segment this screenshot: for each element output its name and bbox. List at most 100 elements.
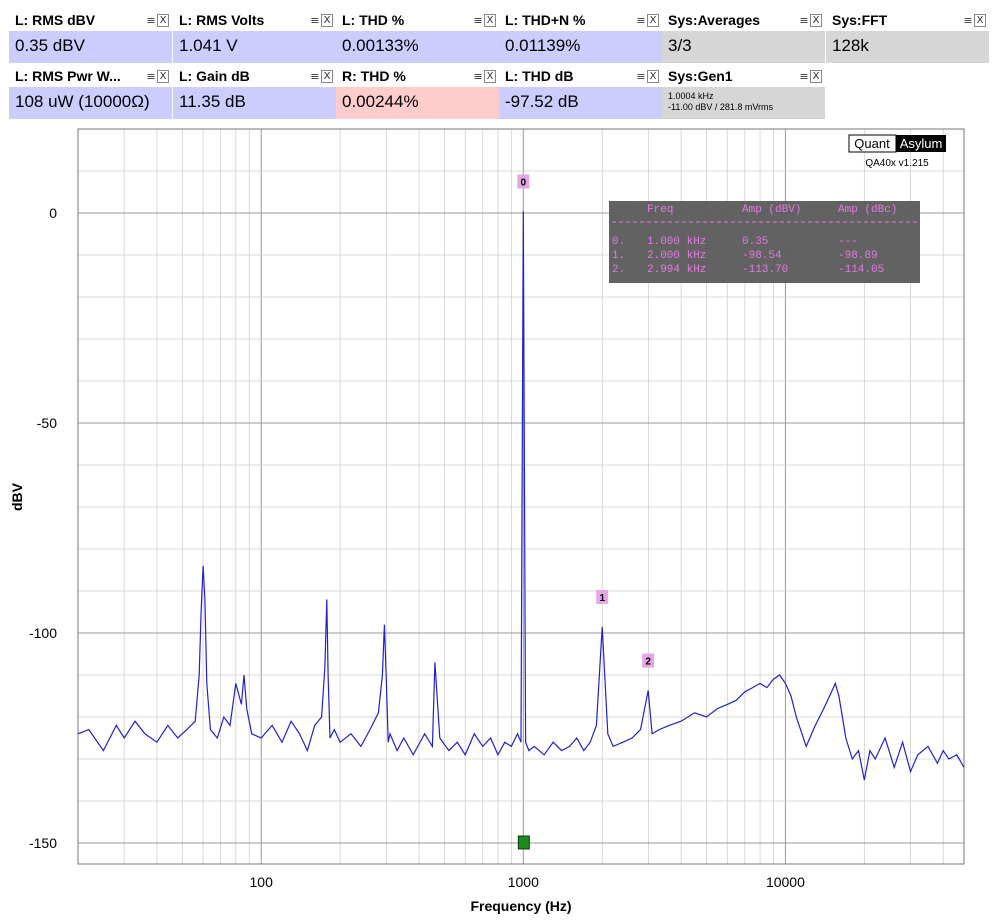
tile-title: L: RMS Volts xyxy=(179,12,265,28)
tile-l-rms-pwr: L: RMS Pwr W... ≡ X 108 uW (10000Ω) xyxy=(9,65,172,119)
tile-value: 0.01139% xyxy=(499,31,662,63)
table-cell: 2. xyxy=(612,264,625,276)
harmonic-marker-box xyxy=(596,589,609,604)
x-tick-label: 100 xyxy=(250,874,274,890)
tile-value: 1.041 V xyxy=(173,31,336,63)
fft-trace xyxy=(77,211,965,781)
tile-header: L: Gain dB ≡ X xyxy=(173,65,336,87)
tile-l-thd-db: L: THD dB ≡ X -97.52 dB xyxy=(499,65,662,119)
close-icon[interactable]: X xyxy=(157,70,169,83)
close-icon[interactable]: X xyxy=(321,70,333,83)
logo-right-box xyxy=(896,135,946,152)
tile-header: L: THD dB ≡ X xyxy=(499,65,662,87)
x-tick-label: 1000 xyxy=(508,874,539,890)
tile-l-rms-volts: L: RMS Volts ≡ X 1.041 V xyxy=(173,9,336,63)
tile-header: L: RMS Volts ≡ X xyxy=(173,9,336,31)
tile-sys-fft: Sys:FFT ≡ X 128k xyxy=(826,9,989,63)
table-cell: 1.000 kHz xyxy=(647,236,706,248)
close-icon[interactable]: X xyxy=(157,14,169,27)
tile-l-thdn-pct: L: THD+N % ≡ X 0.01139% xyxy=(499,9,662,63)
tile-header: L: RMS Pwr W... ≡ X xyxy=(9,65,172,87)
tile-title: L: THD+N % xyxy=(505,12,586,28)
table-cell: -113.70 xyxy=(742,264,788,276)
harmonic-table-bg xyxy=(609,201,920,283)
gen-level: -11.00 dBV / 281.8 mVrms xyxy=(668,102,774,112)
harmonic-marker-label: 1 xyxy=(599,593,605,604)
menu-icon[interactable]: ≡ xyxy=(963,14,973,27)
table-cell: --- xyxy=(838,236,858,248)
tile-value: 0.00133% xyxy=(336,31,499,63)
tile-value: 128k xyxy=(826,31,989,63)
tile-header: Sys:Averages ≡ X xyxy=(662,9,825,31)
tile-value: -97.52 dB xyxy=(499,87,662,119)
y-tick-label: -150 xyxy=(29,835,57,851)
tile-header: R: THD % ≡ X xyxy=(336,65,499,87)
frequency-cursor-marker[interactable] xyxy=(517,835,530,850)
harmonic-markers: 0 1 2 xyxy=(517,174,655,850)
table-header: Amp (dBc) xyxy=(838,204,897,216)
menu-icon[interactable]: ≡ xyxy=(310,14,320,27)
menu-icon[interactable]: ≡ xyxy=(636,70,646,83)
y-tick-label: -100 xyxy=(29,625,57,641)
menu-icon[interactable]: ≡ xyxy=(473,14,483,27)
tile-value: 108 uW (10000Ω) xyxy=(9,87,172,119)
close-icon[interactable]: X xyxy=(647,70,659,83)
close-icon[interactable]: X xyxy=(810,70,822,83)
tile-title: Sys:Gen1 xyxy=(668,68,733,84)
tile-header: L: THD % ≡ X xyxy=(336,9,499,31)
tile-header: Sys:FFT ≡ X xyxy=(826,9,989,31)
y-axis-label: dBV xyxy=(9,482,25,511)
menu-icon[interactable]: ≡ xyxy=(799,70,809,83)
table-cell: -114.05 xyxy=(838,264,884,276)
x-axis-label: Frequency (Hz) xyxy=(470,898,571,914)
logo-version: QA40x v1.215 xyxy=(865,158,929,169)
tile-title: L: THD % xyxy=(342,12,405,28)
tile-sys-averages: Sys:Averages ≡ X 3/3 xyxy=(662,9,825,63)
table-cell: 2.994 kHz xyxy=(647,264,706,276)
tile-value: 0.35 dBV xyxy=(9,31,172,63)
close-icon[interactable]: X xyxy=(647,14,659,27)
tile-title: R: THD % xyxy=(342,68,406,84)
close-icon[interactable]: X xyxy=(484,14,496,27)
close-icon[interactable]: X xyxy=(810,14,822,27)
tile-l-gain-db: L: Gain dB ≡ X 11.35 dB xyxy=(173,65,336,119)
tile-value: 11.35 dB xyxy=(173,87,336,119)
gen-frequency: 1.0004 kHz xyxy=(668,91,714,101)
table-header: Freq xyxy=(647,204,673,216)
logo: Quant Asylum QA40x v1.215 xyxy=(848,134,946,169)
logo-right: Asylum xyxy=(900,136,943,151)
y-tick-label: -50 xyxy=(37,415,57,431)
table-cell: 2.000 kHz xyxy=(647,250,706,262)
tile-value: 3/3 xyxy=(662,31,825,63)
tick-labels: 100 1000 10000 0 -50 -100 -150 xyxy=(29,205,805,890)
tile-title: L: RMS Pwr W... xyxy=(15,68,121,84)
menu-icon[interactable]: ≡ xyxy=(146,14,156,27)
close-icon[interactable]: X xyxy=(484,70,496,83)
table-cell: -98.54 xyxy=(742,250,782,262)
tile-l-thd-pct: L: THD % ≡ X 0.00133% xyxy=(336,9,499,63)
menu-icon[interactable]: ≡ xyxy=(636,14,646,27)
menu-icon[interactable]: ≡ xyxy=(473,70,483,83)
menu-icon[interactable]: ≡ xyxy=(799,14,809,27)
tile-header: Sys:Gen1 ≡ X xyxy=(662,65,825,87)
harmonic-marker-box xyxy=(642,653,655,668)
harmonic-marker-box xyxy=(517,174,530,189)
tile-title: L: Gain dB xyxy=(179,68,250,84)
menu-icon[interactable]: ≡ xyxy=(310,70,320,83)
logo-left: Quant xyxy=(854,136,890,151)
table-cell: -98.89 xyxy=(838,250,878,262)
close-icon[interactable]: X xyxy=(321,14,333,27)
tile-value: 1.0004 kHz -11.00 dBV / 281.8 mVrms xyxy=(662,87,825,119)
close-icon[interactable]: X xyxy=(974,14,986,27)
tile-value: 0.00244% xyxy=(336,87,499,119)
table-header: Amp (dBV) xyxy=(742,204,801,216)
tile-title: L: THD dB xyxy=(505,68,574,84)
tile-sys-gen1: Sys:Gen1 ≡ X 1.0004 kHz -11.00 dBV / 281… xyxy=(662,65,825,119)
tile-title: Sys:FFT xyxy=(832,12,888,28)
tile-title: L: RMS dBV xyxy=(15,12,96,28)
y-tick-label: 0 xyxy=(49,205,57,221)
tile-header: L: RMS dBV ≡ X xyxy=(9,9,172,31)
menu-icon[interactable]: ≡ xyxy=(146,70,156,83)
tile-header: L: THD+N % ≡ X xyxy=(499,9,662,31)
